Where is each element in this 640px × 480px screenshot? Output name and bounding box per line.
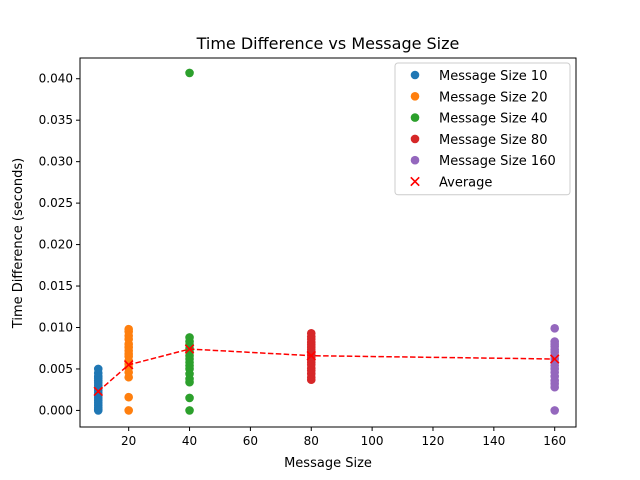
data-point-series-4 — [550, 324, 559, 333]
legend-label: Message Size 10 — [439, 69, 547, 84]
legend-marker — [410, 155, 420, 165]
x-tick-label: 60 — [243, 434, 258, 448]
data-point-series-2 — [185, 377, 194, 387]
y-axis-label: Time Difference (seconds) — [11, 158, 26, 329]
legend-label: Message Size 40 — [439, 112, 547, 127]
legend-box — [394, 62, 571, 196]
data-point-series-0 — [93, 406, 103, 415]
x-tick-label: 20 — [121, 434, 136, 448]
data-point-series-1 — [124, 406, 133, 415]
legend-marker — [410, 113, 420, 122]
y-tick-label: 0.005 — [39, 362, 73, 376]
legend-marker — [410, 134, 420, 144]
y-tick-label: 0.025 — [39, 196, 73, 210]
data-point-series-2 — [185, 406, 194, 415]
chart-title: Time Difference vs Message Size — [196, 34, 460, 53]
legend-marker — [410, 92, 420, 101]
data-point-series-1 — [124, 392, 133, 402]
x-tick-label: 120 — [422, 434, 445, 448]
data-point-series-2 — [185, 393, 194, 403]
x-tick-label: 100 — [361, 434, 384, 448]
y-tick-label: 0.010 — [39, 320, 73, 334]
data-point-series-1 — [124, 372, 133, 382]
legend: Message Size 10 Message Size 20 Message Si… — [394, 62, 571, 196]
legend-label: Message Size 160 — [439, 154, 556, 169]
legend-marker — [410, 176, 420, 187]
plot-area — [93, 68, 560, 415]
average-marker — [93, 386, 104, 397]
y-tick-label: 0.040 — [39, 72, 73, 86]
legend-label: Message Size 20 — [439, 90, 547, 105]
data-point-series-4 — [550, 406, 559, 415]
y-tick-label: 0.015 — [39, 279, 73, 293]
x-axis-label: Message Size — [284, 456, 372, 471]
x-tick-label: 80 — [304, 434, 319, 448]
average-marker — [306, 350, 317, 361]
x-tick-label: 140 — [482, 434, 505, 448]
legend-marker — [410, 70, 420, 80]
legend-label: Average — [439, 176, 492, 191]
average-marker — [123, 360, 134, 370]
average-marker — [184, 344, 195, 354]
average-marker — [549, 354, 560, 364]
data-point-series-4 — [550, 382, 559, 392]
x-tick-label: 160 — [543, 434, 566, 448]
axes-frame — [79, 57, 577, 428]
axes: 20 40 60 80 100 120 140 160 0.000 0.005 0.010 0.015… — [39, 57, 577, 448]
data-point-series-2 — [185, 68, 194, 78]
y-tick-label: 0.020 — [39, 238, 73, 252]
legend-label: Message Size 80 — [439, 133, 547, 148]
y-tick-label: 0.030 — [39, 155, 73, 169]
y-tick-label: 0.035 — [39, 113, 73, 127]
data-point-series-3 — [306, 375, 316, 385]
x-tick-label: 40 — [182, 434, 197, 448]
y-tick-label: 0.000 — [39, 403, 73, 417]
average-line — [97, 348, 555, 392]
